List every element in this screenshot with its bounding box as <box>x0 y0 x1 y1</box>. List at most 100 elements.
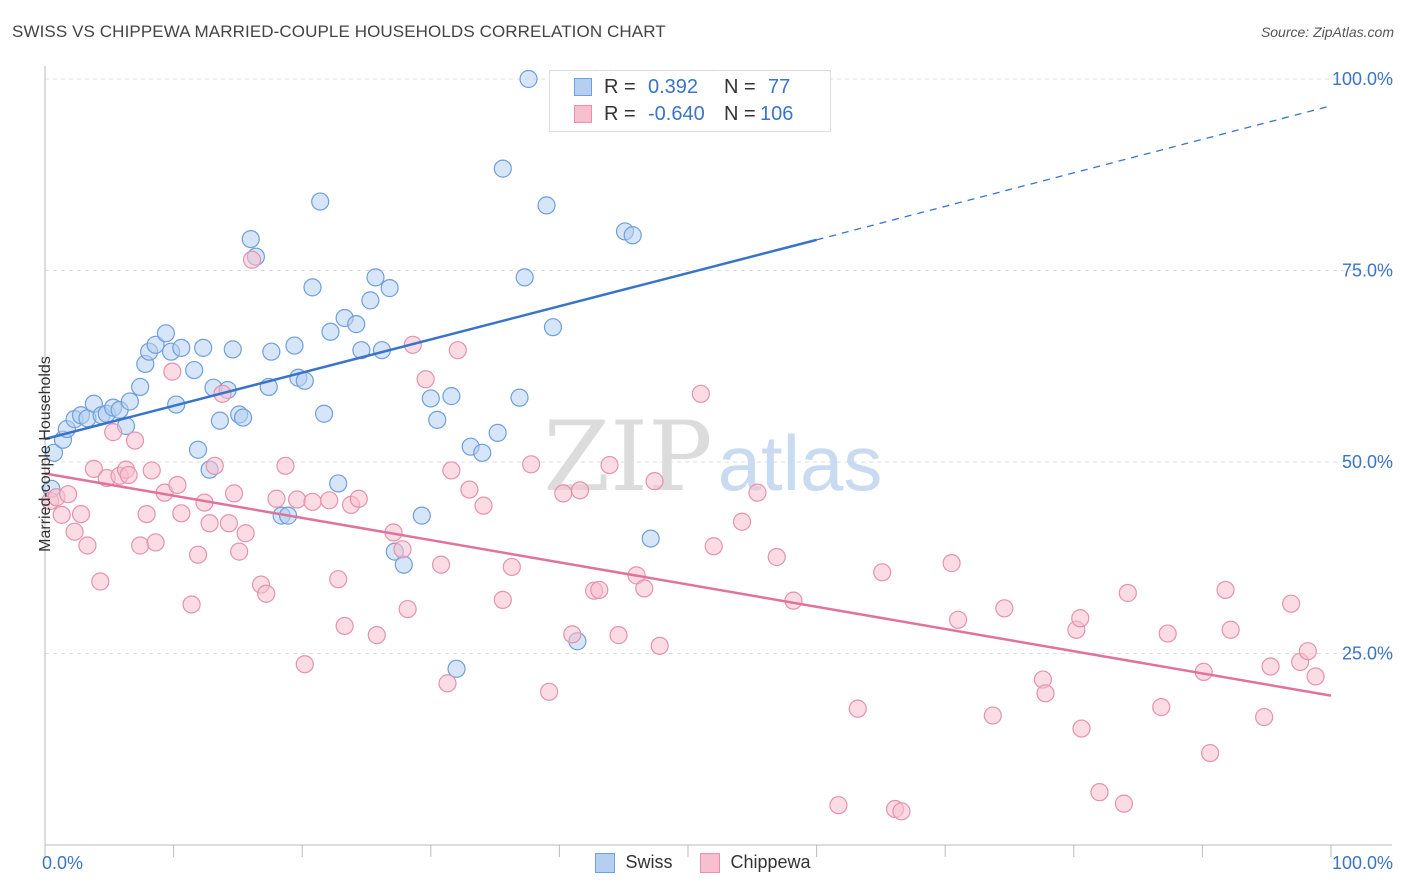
chippewa-point <box>205 456 224 475</box>
swiss-point <box>428 410 447 429</box>
swiss-point <box>519 69 538 89</box>
chippewa-point <box>540 682 559 701</box>
chippewa-point <box>942 554 961 573</box>
chippewa-point <box>1152 698 1171 717</box>
chippewa-trend-line <box>44 472 1332 697</box>
swiss-point <box>361 291 380 310</box>
chippewa-point <box>1072 719 1091 738</box>
swiss-point <box>156 324 175 343</box>
swiss-point <box>412 506 431 525</box>
swiss-point <box>185 360 204 380</box>
swiss-point <box>543 318 563 337</box>
chippewa-point <box>1158 624 1177 643</box>
chippewa-point <box>104 423 123 442</box>
chippewa-point <box>287 490 307 509</box>
watermark: ZIP atlas <box>543 401 882 513</box>
chippewa-point <box>767 547 786 567</box>
swiss-point <box>537 196 556 215</box>
chippewa-point <box>1118 583 1137 603</box>
swiss-point <box>285 336 304 355</box>
watermark-atlas: atlas <box>718 419 883 507</box>
chippewa-point <box>398 599 417 619</box>
chippewa-point <box>563 625 582 644</box>
chippewa-point <box>267 489 286 508</box>
chippewa-point <box>1261 657 1280 676</box>
legend-item-swiss[interactable]: Swiss <box>595 852 672 873</box>
swiss-point <box>380 279 399 298</box>
swiss-point <box>210 411 229 430</box>
swiss-point <box>146 335 165 354</box>
chippewa-point <box>125 431 145 450</box>
chippewa-point <box>367 626 386 645</box>
chippewa-point <box>609 626 628 645</box>
swiss-point <box>473 443 492 462</box>
chippewa-n-value: 106 <box>760 102 794 125</box>
chippewa-point <box>892 802 911 821</box>
chippewa-point <box>172 504 191 523</box>
swiss-point <box>447 659 466 678</box>
y-tick-label-0: 25.0% <box>1342 644 1393 664</box>
chippewa-point <box>995 599 1014 618</box>
chippewa-point <box>224 484 244 503</box>
swiss-n-value: 77 <box>768 75 791 98</box>
chippewa-point <box>1255 707 1274 727</box>
series-legend: Swiss Chippewa <box>0 852 1406 873</box>
swiss-r-value: 0.392 <box>648 75 699 98</box>
legend-r-label: R = <box>604 102 636 125</box>
swiss-point <box>131 377 150 397</box>
chippewa-point <box>91 572 110 591</box>
chippewa-point <box>948 610 968 629</box>
chippewa-point <box>146 533 165 552</box>
chippewa-point <box>650 636 669 655</box>
chippewa-r-value: -0.640 <box>648 102 705 125</box>
swiss-point <box>347 315 366 334</box>
chippewa-point <box>142 461 161 480</box>
chippewa-point <box>1114 794 1134 813</box>
chippewa-point <box>335 616 354 636</box>
chart-title: SWISS VS CHIPPEWA MARRIED-COUPLE HOUSEHO… <box>12 22 666 41</box>
chippewa-point <box>71 504 91 524</box>
chart-source: Source: ZipAtlas.com <box>1260 24 1394 40</box>
chippewa-point <box>329 570 348 589</box>
chippewa-point <box>1306 667 1325 686</box>
legend-row-chippewa: R = -0.640 N = 106 <box>574 101 793 127</box>
legend-n-label: N = <box>724 75 756 98</box>
chippewa-point <box>474 496 493 515</box>
chippewa-point <box>257 584 276 603</box>
chippewa-point <box>600 455 619 475</box>
tick-labels: 25.0% 50.0% 75.0% 100.0% 0.0% 100.0% <box>42 69 1393 873</box>
chippewa-point <box>131 536 150 555</box>
chippewa-point <box>182 595 201 614</box>
chippewa-point <box>1216 580 1235 600</box>
chippewa-point <box>732 512 752 531</box>
swiss-trend-extension <box>816 105 1332 241</box>
chippewa-point <box>303 492 322 511</box>
chippewa-point <box>416 370 435 389</box>
legend-item-chippewa[interactable]: Chippewa <box>700 852 811 873</box>
swiss-swatch <box>574 78 592 96</box>
chippewa-point <box>1282 594 1301 613</box>
chippewa-point <box>1298 642 1317 661</box>
axes <box>44 66 1392 857</box>
chippewa-point <box>230 542 249 561</box>
chippewa-point <box>59 485 78 504</box>
chippewa-point <box>431 555 451 574</box>
chippewa-points <box>41 250 1325 821</box>
chippewa-point <box>1071 609 1090 628</box>
chippewa-legend-label: Chippewa <box>730 852 811 872</box>
swiss-point <box>120 392 139 411</box>
chippewa-point <box>570 481 590 500</box>
x-tick-label-min: 0.0% <box>42 853 83 873</box>
chippewa-point <box>502 557 521 577</box>
x-tick-label-max: 100.0% <box>1332 853 1393 873</box>
chippewa-point <box>873 563 892 582</box>
chippewa-point <box>829 796 848 815</box>
trend-lines <box>44 105 1332 697</box>
correlation-legend: R = 0.392 N = 77 R = -0.640 N = 106 <box>549 70 831 132</box>
swiss-point <box>172 338 191 357</box>
chippewa-point <box>1201 743 1220 763</box>
chippewa-point <box>554 484 573 503</box>
swiss-point <box>510 388 529 407</box>
swiss-point <box>442 387 461 406</box>
